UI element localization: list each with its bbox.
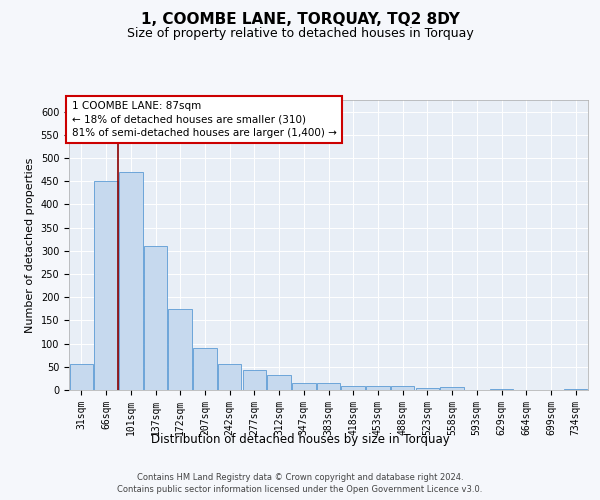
Bar	[70, 364, 93, 390]
Text: Contains public sector information licensed under the Open Government Licence v3: Contains public sector information licen…	[118, 485, 482, 494]
Bar	[366, 386, 389, 390]
Text: Contains HM Land Registry data © Crown copyright and database right 2024.: Contains HM Land Registry data © Crown c…	[137, 472, 463, 482]
Bar	[317, 383, 340, 390]
Text: Size of property relative to detached houses in Torquay: Size of property relative to detached ho…	[127, 28, 473, 40]
Bar	[440, 387, 464, 390]
Bar	[391, 386, 415, 390]
Bar	[564, 389, 587, 390]
Bar	[218, 364, 241, 390]
Bar	[169, 309, 192, 390]
Bar	[490, 388, 513, 390]
Text: 1, COOMBE LANE, TORQUAY, TQ2 8DY: 1, COOMBE LANE, TORQUAY, TQ2 8DY	[140, 12, 460, 28]
Bar	[416, 388, 439, 390]
Bar	[144, 246, 167, 390]
Y-axis label: Number of detached properties: Number of detached properties	[25, 158, 35, 332]
Text: 1 COOMBE LANE: 87sqm
← 18% of detached houses are smaller (310)
81% of semi-deta: 1 COOMBE LANE: 87sqm ← 18% of detached h…	[71, 102, 337, 138]
Bar	[292, 383, 316, 390]
Bar	[268, 374, 291, 390]
Bar	[94, 181, 118, 390]
Bar	[119, 172, 143, 390]
Bar	[193, 348, 217, 390]
Text: Distribution of detached houses by size in Torquay: Distribution of detached houses by size …	[151, 432, 449, 446]
Bar	[242, 370, 266, 390]
Bar	[341, 386, 365, 390]
